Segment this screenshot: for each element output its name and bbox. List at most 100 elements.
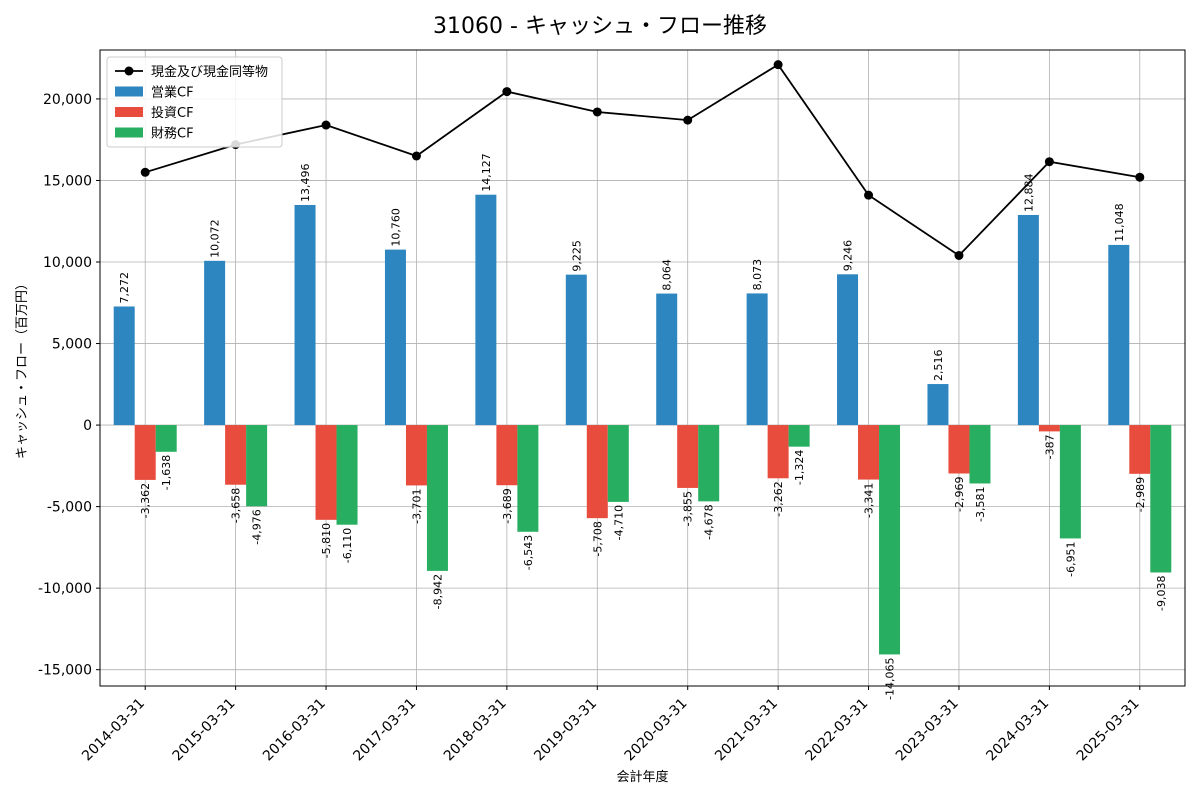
y-tick-label: 15,000	[43, 173, 92, 189]
line-point	[411, 151, 421, 161]
legend-swatch	[115, 127, 143, 138]
data-label: 10,760	[389, 208, 402, 247]
data-label: -387	[1043, 434, 1056, 459]
bar	[698, 425, 720, 502]
line-point	[502, 87, 512, 97]
bar	[607, 425, 629, 502]
x-tick-label: 2017-03-31	[350, 696, 419, 765]
bar	[1150, 425, 1172, 573]
chart-title: 31060 - キャッシュ・フロー推移	[433, 14, 767, 39]
bar	[858, 425, 880, 480]
cash-line	[140, 60, 1145, 260]
bar	[969, 425, 991, 484]
x-axis: 2014-03-31 2015-03-31 2016-03-31 2017-03-31…	[79, 686, 1143, 765]
bar	[246, 425, 268, 507]
line-point	[683, 115, 693, 125]
data-label: -1,638	[160, 455, 173, 490]
bar	[948, 425, 970, 474]
data-label: -4,976	[251, 509, 264, 544]
data-label: -1,324	[793, 450, 806, 485]
bar	[767, 425, 789, 479]
legend-box	[106, 56, 283, 148]
x-tick-label: 2020-03-31	[622, 696, 691, 765]
legend-swatch	[115, 86, 143, 97]
data-label: -5,810	[320, 523, 333, 558]
data-label: 8,073	[751, 259, 764, 291]
line-point	[954, 250, 964, 260]
legend-label: 財務CF	[151, 127, 194, 142]
bar	[656, 293, 678, 426]
bar	[565, 274, 587, 426]
data-label: -2,989	[1134, 477, 1147, 512]
data-label: -9,038	[1155, 575, 1168, 610]
bar	[405, 425, 427, 486]
bar	[155, 425, 177, 452]
data-label: -2,969	[953, 476, 966, 511]
bar	[134, 425, 156, 480]
bar	[315, 425, 337, 520]
legend-label: 営業CF	[151, 85, 194, 101]
bar	[788, 425, 810, 447]
bar	[113, 306, 135, 426]
data-label: -8,942	[431, 574, 444, 609]
x-tick-label: 2019-03-31	[531, 696, 600, 765]
bar	[225, 425, 247, 485]
data-label: -3,341	[863, 483, 876, 518]
x-tick-label: 2024-03-31	[983, 696, 1052, 765]
data-label: -6,110	[341, 528, 354, 563]
x-tick-label: 2015-03-31	[170, 696, 239, 765]
x-tick-label: 2022-03-31	[803, 696, 872, 765]
bar	[1038, 425, 1060, 432]
data-label: -3,701	[410, 488, 423, 523]
data-label: -5,708	[591, 521, 604, 556]
legend-label: 投資CF	[151, 105, 194, 121]
data-label: 7,272	[118, 272, 131, 304]
data-label: -3,658	[230, 488, 243, 523]
bar	[1059, 425, 1081, 539]
data-label: -6,543	[522, 535, 535, 570]
data-label: -4,710	[612, 505, 625, 540]
data-label: 11,048	[1113, 203, 1126, 242]
bar	[927, 384, 949, 426]
bars	[113, 194, 1172, 655]
y-tick-label: 5,000	[52, 337, 92, 353]
legend-swatch	[115, 107, 143, 117]
data-label: -3,855	[682, 491, 695, 526]
bar	[517, 425, 539, 532]
line-point	[864, 190, 874, 200]
line-point	[321, 120, 331, 130]
bar	[837, 274, 859, 426]
bar	[1017, 214, 1039, 426]
bar	[677, 425, 699, 488]
bar	[496, 425, 518, 486]
y-tick-label: 0	[83, 418, 92, 434]
bar	[426, 425, 448, 571]
x-tick-label: 2025-03-31	[1074, 696, 1143, 765]
data-label: 8,064	[661, 259, 674, 291]
x-tick-label: 2014-03-31	[79, 696, 148, 765]
data-label: -3,581	[974, 486, 987, 521]
x-tick-label: 2023-03-31	[893, 696, 962, 765]
bar	[586, 425, 608, 519]
x-tick-label: 2016-03-31	[260, 696, 329, 765]
data-label: 12,884	[1022, 173, 1035, 212]
data-label: -3,262	[772, 481, 785, 516]
x-tick-label: 2021-03-31	[712, 696, 781, 765]
y-tick-label: -5,000	[47, 500, 92, 516]
x-axis-title: 会計年度	[616, 769, 668, 785]
y-tick-label: -10,000	[38, 581, 92, 597]
y-axis: -15,000 -10,000 -5,000 0 5,000 10,000 15,000 20…	[38, 92, 100, 679]
data-label: 9,246	[842, 240, 855, 272]
y-axis-title: キャッシュ・フロー（百万円）	[15, 277, 30, 459]
y-tick-label: -15,000	[38, 663, 92, 679]
bar	[294, 204, 316, 426]
bar	[384, 249, 406, 426]
line-point	[1135, 172, 1145, 182]
line-point	[773, 60, 783, 70]
bar	[475, 194, 497, 426]
data-label: 10,072	[209, 219, 222, 258]
bar	[1129, 425, 1151, 474]
